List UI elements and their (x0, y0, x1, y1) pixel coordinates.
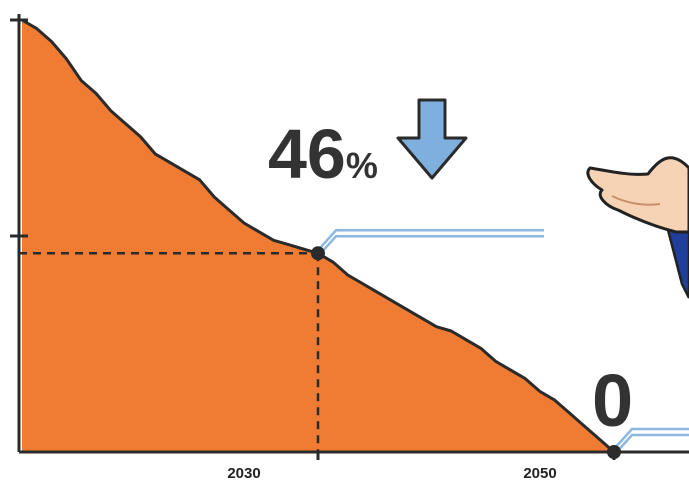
guides-layer (19, 252, 320, 452)
callout-value-46-unit: % (346, 145, 378, 186)
callout-line-46-0 (317, 229, 544, 252)
callout-line-0-0 (613, 427, 689, 450)
down-arrow-icon (396, 98, 468, 180)
callout-value-46-number: 46 (268, 115, 346, 193)
data-point-2030 (311, 246, 325, 261)
data-point-2050 (607, 445, 621, 459)
palm-crease (611, 195, 661, 206)
callout-layer (311, 98, 689, 459)
callout-value-0: 0 (592, 359, 633, 442)
callout-value-46: 46% (268, 115, 378, 193)
x-tick-label-2030: 2030 (227, 465, 260, 482)
callout-line-46-1 (317, 235, 544, 258)
area-fill (22, 20, 614, 452)
callout-line-0-1 (613, 433, 689, 456)
open-palm-hand-icon (586, 156, 689, 299)
axes-layer (10, 14, 689, 460)
labels-layer: 2030 2050 46% 0 (227, 115, 633, 482)
sleeve-shape (666, 224, 689, 299)
palm-shape (586, 156, 689, 234)
x-tick-label-2050: 2050 (523, 465, 556, 482)
